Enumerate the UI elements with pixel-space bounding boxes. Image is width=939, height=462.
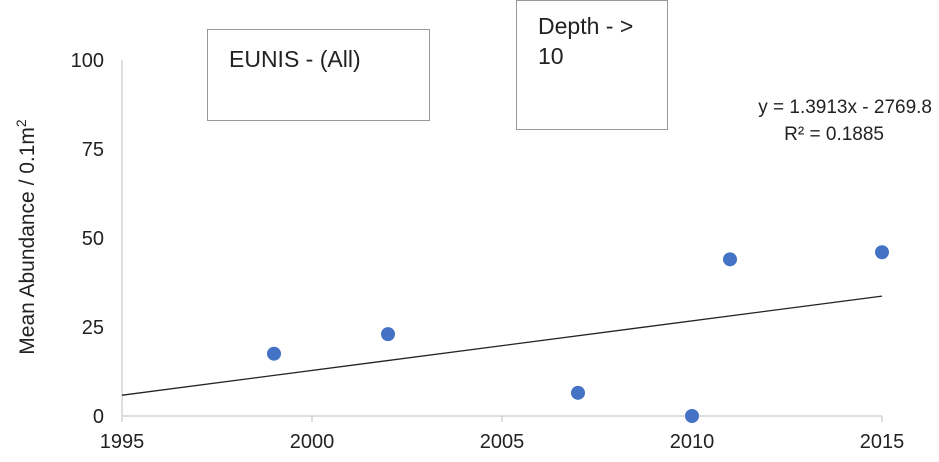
depth-filter-value: 10 xyxy=(538,43,564,69)
trendline-r-squared: R² = 0.1885 xyxy=(784,124,884,145)
y-tick-label: 0 xyxy=(93,406,104,428)
data-point xyxy=(875,245,889,260)
eunis-filter-box: EUNIS - (All) xyxy=(207,29,430,121)
y-axis-title-superscript: 2 xyxy=(13,119,29,127)
x-tick-label: 1995 xyxy=(100,431,145,453)
data-point xyxy=(381,327,395,342)
x-tick-label: 2010 xyxy=(670,431,715,453)
y-tick-label: 50 xyxy=(82,228,104,250)
trendline xyxy=(121,295,883,396)
data-point xyxy=(723,252,737,267)
trendline-equation: y = 1.3913x - 2769.8 xyxy=(758,97,932,118)
y-tick-label: 100 xyxy=(71,50,104,72)
data-point xyxy=(685,409,699,423)
y-tick-label: 75 xyxy=(82,139,104,161)
y-axis-title: Mean Abundance / 0.1m2 xyxy=(13,119,39,355)
depth-filter-label: Depth - > xyxy=(538,13,634,39)
data-point xyxy=(571,385,585,400)
x-tick-label: 2000 xyxy=(290,431,335,453)
y-tick-label: 25 xyxy=(82,317,104,339)
depth-filter-box: Depth - > 10 xyxy=(516,0,668,130)
eunis-filter-label: EUNIS - (All) xyxy=(229,46,361,72)
data-point xyxy=(267,346,281,361)
y-axis-title-text: Mean Abundance / 0.1m xyxy=(16,127,39,355)
x-tick-label: 2015 xyxy=(860,431,905,453)
x-tick-label: 2005 xyxy=(480,431,525,453)
